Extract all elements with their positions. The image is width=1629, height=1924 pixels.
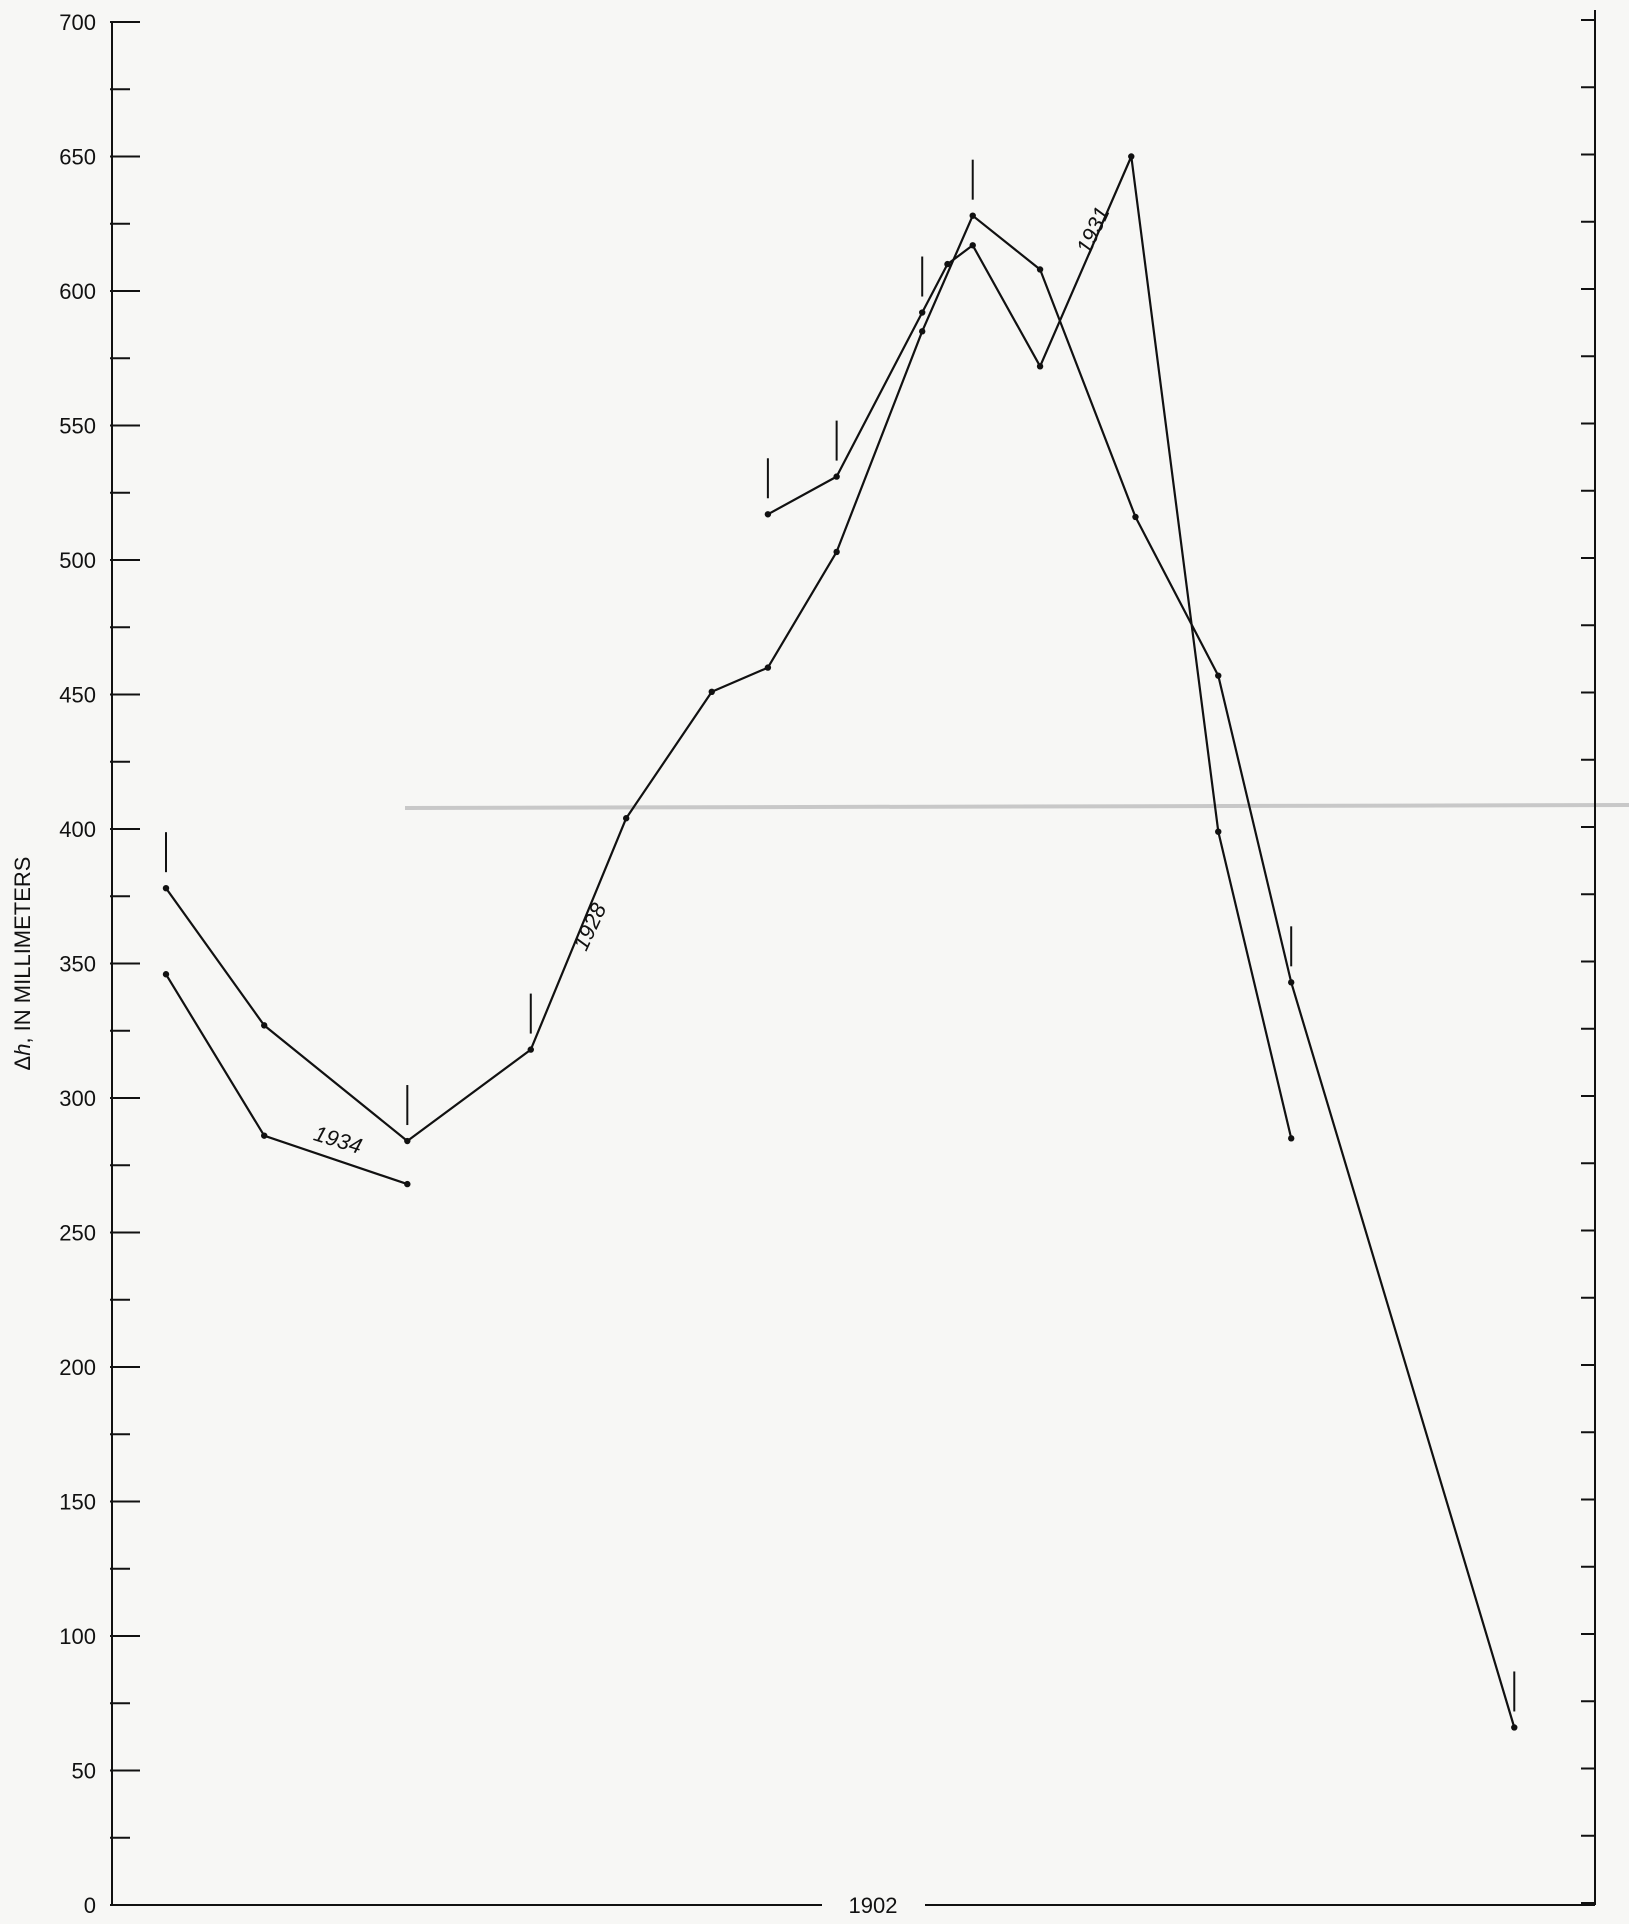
y-axis-title-units: , IN MILLIMETERS bbox=[10, 857, 35, 1044]
data-point-1934 bbox=[162, 971, 170, 978]
data-point-1928 bbox=[1036, 266, 1044, 273]
data-point-1934 bbox=[261, 1132, 268, 1139]
data-point-1931 bbox=[833, 473, 840, 480]
y-tick-label: 450 bbox=[59, 683, 96, 708]
data-point-1928 bbox=[1288, 979, 1295, 986]
y-tick-label: 350 bbox=[59, 952, 96, 977]
series-line-1928 bbox=[165, 214, 1516, 1728]
series-label-1931: 1931 bbox=[1071, 203, 1114, 258]
data-point-1931 bbox=[944, 260, 951, 268]
data-point-1928 bbox=[404, 1137, 411, 1145]
data-point-1928 bbox=[764, 664, 772, 671]
x-axis-label: 1902 bbox=[849, 1893, 898, 1918]
y-tick-label: 0 bbox=[84, 1893, 96, 1918]
benchmark-marker-layer bbox=[165, 159, 1516, 1712]
data-point-1928 bbox=[1215, 672, 1222, 679]
y-tick-label: 700 bbox=[59, 10, 96, 35]
y-tick-label: 600 bbox=[59, 279, 96, 304]
y-tick-label: 500 bbox=[59, 548, 96, 573]
y-tick-label: 250 bbox=[59, 1221, 96, 1246]
data-point-1931 bbox=[919, 309, 926, 316]
y-axis-title: Δh, IN MILLIMETERS bbox=[10, 857, 35, 1071]
series-line-1931 bbox=[767, 155, 1293, 1139]
y-axis-right bbox=[1581, 10, 1596, 1905]
y-tick-label: 200 bbox=[59, 1355, 96, 1380]
data-point-1931 bbox=[1128, 153, 1135, 160]
y-axis-title-symbol: Δ bbox=[10, 1056, 35, 1071]
data-point-1928 bbox=[708, 688, 715, 696]
y-tick-label: 650 bbox=[59, 145, 96, 170]
data-point-1931 bbox=[1288, 1135, 1295, 1142]
y-tick-label: 50 bbox=[72, 1759, 96, 1784]
data-point-1928 bbox=[1511, 1724, 1518, 1731]
data-point-1928 bbox=[969, 212, 976, 219]
data-point-1928 bbox=[833, 548, 840, 556]
data-point-1931 bbox=[1036, 363, 1044, 370]
data-point-1931 bbox=[969, 242, 976, 249]
data-point-1934 bbox=[404, 1180, 411, 1188]
data-point-1928 bbox=[527, 1046, 534, 1053]
data-point-1928 bbox=[261, 1022, 268, 1029]
data-point-1928 bbox=[919, 328, 926, 335]
y-axis-title-symbol-italic: h bbox=[10, 1044, 35, 1056]
series-label-1928: 1928 bbox=[568, 899, 612, 955]
series-line-1934 bbox=[165, 973, 408, 1186]
paper-fold-line bbox=[404, 803, 1629, 810]
y-tick-label: 100 bbox=[59, 1624, 96, 1649]
series-layer bbox=[162, 153, 1518, 1731]
y-tick-label: 300 bbox=[59, 1086, 96, 1111]
y-axis-left: 0 50 100 150 200 250 300 350 400 450 500 550 600 650 7… bbox=[10, 10, 140, 1918]
y-tick-label: 150 bbox=[59, 1490, 96, 1515]
y-tick-label: 400 bbox=[59, 817, 96, 842]
data-point-1931 bbox=[764, 511, 772, 518]
data-point-1928 bbox=[1132, 513, 1139, 521]
x-axis: 1902 bbox=[112, 1893, 1595, 1918]
data-point-1931 bbox=[1215, 828, 1222, 835]
y-tick-label: 550 bbox=[59, 414, 96, 439]
data-point-1928 bbox=[162, 884, 170, 892]
data-point-1928 bbox=[622, 815, 630, 822]
